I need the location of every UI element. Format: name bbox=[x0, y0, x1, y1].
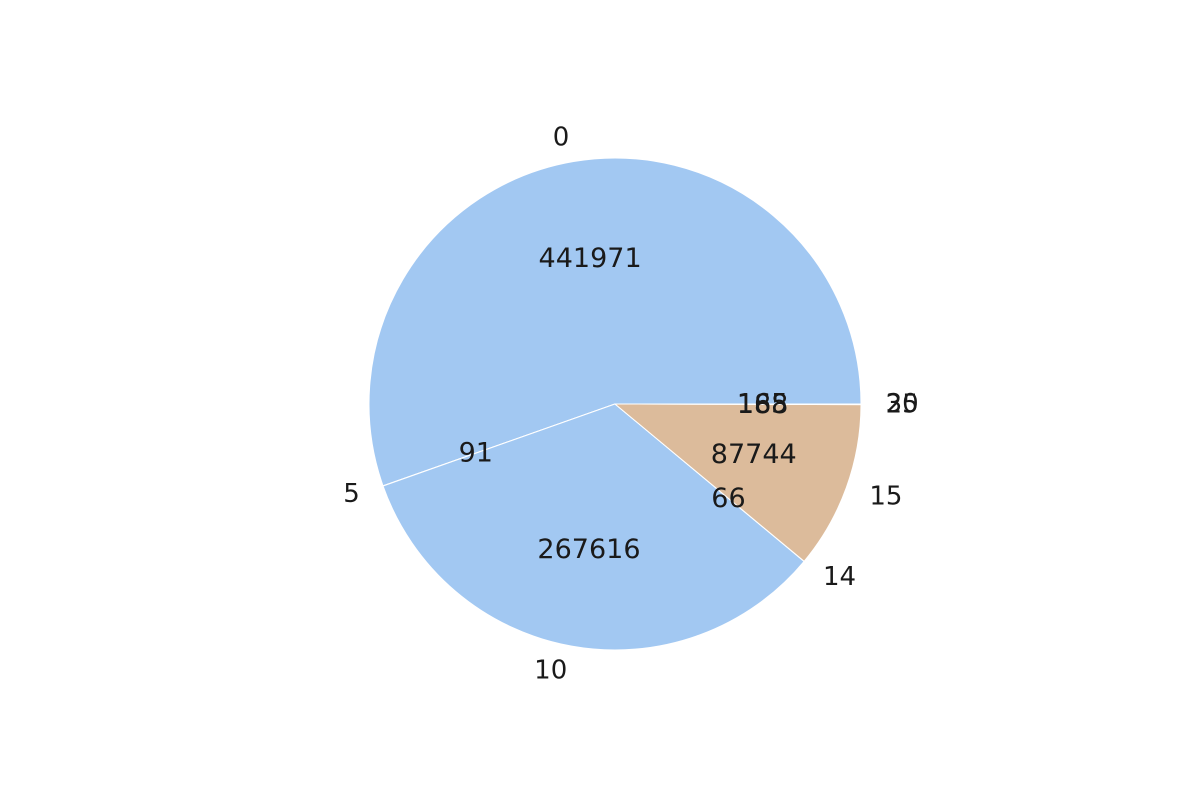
pie-slice-15 bbox=[613, 403, 862, 563]
slice-value-label: 87744 bbox=[711, 439, 797, 470]
slice-value-label: 91 bbox=[459, 438, 493, 469]
slice-value-label: 267616 bbox=[537, 534, 640, 565]
slice-category-label: 0 bbox=[553, 122, 570, 152]
slice-value-label: 165 bbox=[737, 389, 789, 420]
slice-value-label: 441971 bbox=[539, 243, 642, 274]
slice-value-label: 188 bbox=[737, 389, 789, 420]
slice-category-label: 25 bbox=[886, 390, 919, 420]
slice-value-label: 66 bbox=[711, 483, 745, 514]
pie-slices bbox=[368, 157, 862, 651]
pie-slice-10 bbox=[382, 403, 805, 651]
slice-category-label: 5 bbox=[343, 479, 360, 509]
pie-labels: 0 441971 5 91 10 267616 14 66 15 87744 25 188 30 165 bbox=[343, 122, 918, 685]
slice-category-label: 30 bbox=[886, 389, 919, 419]
slice-category-label: 10 bbox=[534, 655, 567, 685]
slice-category-label: 15 bbox=[869, 481, 902, 511]
slice-category-label: 14 bbox=[823, 562, 856, 592]
